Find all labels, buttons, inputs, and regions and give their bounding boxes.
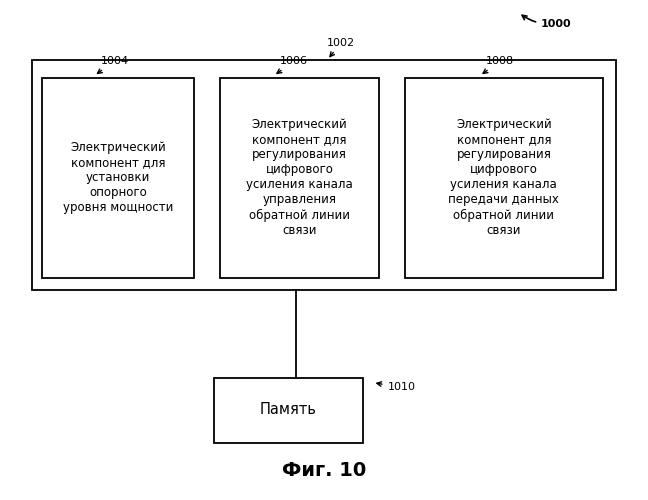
Text: Электрический
компонент для
регулирования
цифрового
усиления канала
управления
о: Электрический компонент для регулировани… (246, 118, 353, 236)
Bar (405, 78, 603, 278)
Text: 1002: 1002 (327, 38, 355, 56)
Text: 1010: 1010 (377, 382, 415, 392)
Text: Фиг. 10: Фиг. 10 (282, 461, 366, 480)
Text: 1006: 1006 (277, 56, 308, 74)
Text: 1004: 1004 (97, 56, 128, 74)
Bar (42, 78, 194, 278)
Text: Электрический
компонент для
регулирования
цифрового
усиления канала
передачи дан: Электрический компонент для регулировани… (448, 118, 559, 236)
Text: 1008: 1008 (483, 56, 514, 74)
Bar (220, 78, 379, 278)
Bar (214, 378, 363, 442)
Text: Память: Память (260, 402, 317, 417)
Text: 1000: 1000 (522, 16, 572, 29)
Bar (32, 60, 616, 290)
Text: Электрический
компонент для
установки
опорного
уровня мощности: Электрический компонент для установки оп… (63, 141, 174, 214)
